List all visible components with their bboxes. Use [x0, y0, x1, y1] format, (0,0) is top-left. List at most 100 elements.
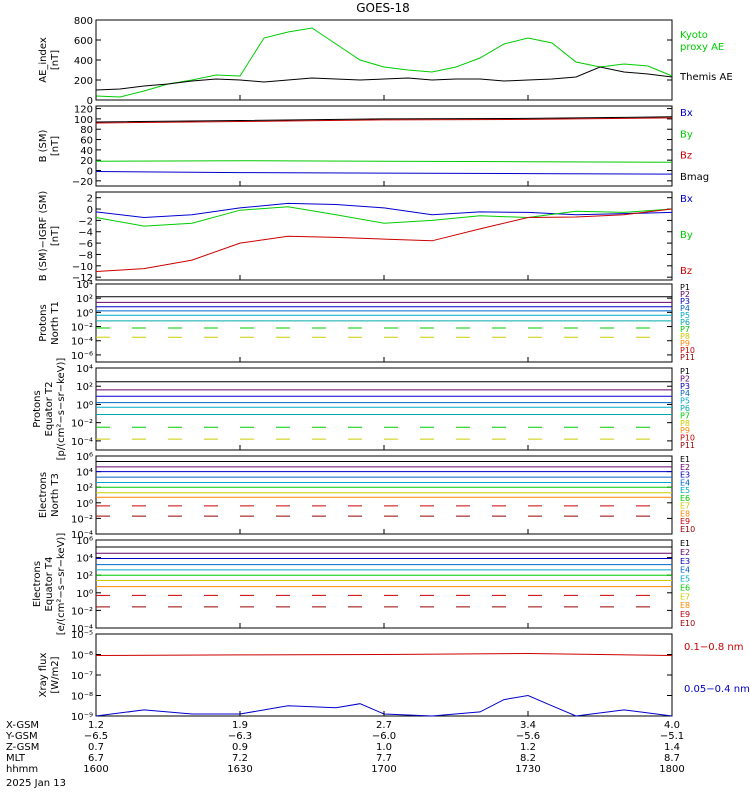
y-tick-label: −20 [72, 177, 93, 188]
x-row-value: 1.9 [232, 720, 248, 731]
x-row-value: 7.2 [232, 753, 248, 764]
y-tick-label: 10⁶ [76, 536, 93, 547]
y-axis-label: [nT] [50, 50, 61, 70]
legend-entry: E8 [680, 601, 690, 610]
y-tick-label: −8 [78, 250, 93, 261]
x-row-label: X-GSM [6, 720, 39, 731]
legend-entry: P2 [680, 374, 690, 383]
legend-entry: Bmag [680, 172, 709, 183]
x-row-label: Y-GSM [5, 731, 38, 742]
panel-frame [95, 19, 673, 101]
y-tick-label: 10⁰ [76, 589, 93, 600]
y-tick-label: −4 [78, 228, 93, 239]
y-tick-label: 10⁻⁴ [71, 337, 93, 348]
legend-entry: E2 [680, 548, 690, 557]
legend-entry: P3 [680, 297, 690, 306]
legend-entry: E5 [680, 486, 690, 495]
x-row-value: −5.6 [516, 731, 540, 742]
y-tick-label: 10⁶ [76, 452, 93, 463]
x-row-value: 3.4 [520, 720, 536, 731]
x-row-value: 1630 [227, 764, 252, 775]
legend-entry: 0.1−0.8 nm [684, 642, 743, 653]
legend-entry: E2 [680, 463, 690, 472]
x-row-value: 0.9 [232, 742, 248, 753]
legend-entry: P2 [680, 290, 690, 299]
y-axis-label: North T1 [50, 301, 61, 345]
y-tick-label: 20 [80, 156, 93, 167]
series-bsm-bmag [95, 116, 673, 123]
x-row-value: 1700 [371, 764, 396, 775]
y-axis-label: B (SM) [38, 129, 49, 162]
legend-entry: Bx [680, 194, 693, 205]
panel-frame [95, 283, 673, 363]
y-tick-label: 400 [74, 56, 93, 67]
legend-entry: P7 [680, 411, 690, 420]
y-axis-label: Electrons [32, 561, 43, 607]
panel-bigrf: −12−10−8−6−4−202 B (SM)−IGRF (SM) [nT] Bx By… [38, 191, 693, 285]
legend-entry: Themis AE [679, 72, 733, 83]
legend-entry: 0.05−0.4 nm [684, 684, 750, 695]
series-bsm-bx [95, 171, 673, 175]
panel-electrons_equator: 10⁶ 10⁴ 10² 10⁰ 10⁻² 10⁻⁴ Electrons Equator T4[… [32, 533, 695, 636]
y-tick-label: 2 [87, 194, 93, 205]
y-tick-label: 10⁻⁴ [71, 530, 93, 541]
legend-entry: E4 [680, 478, 690, 487]
y-axis-label: Protons [32, 390, 43, 427]
y-tick-label: 10² [76, 483, 93, 494]
y-tick-label: 10⁴ [76, 468, 93, 479]
x-row-value: 1.4 [664, 742, 680, 753]
series-bsm-by [95, 160, 673, 163]
legend-entry: Bz [680, 266, 692, 277]
y-tick-label: 10⁻⁵ [71, 630, 93, 641]
y-tick-label: 10⁻⁶ [71, 651, 93, 662]
x-row-label: MLT [6, 753, 26, 764]
legend-entry: P1 [680, 367, 690, 376]
legend-entry: P5 [680, 397, 690, 406]
y-tick-label: 60 [80, 136, 93, 147]
y-tick-label: 10⁻⁸ [71, 692, 93, 703]
y-tick-label: 800 [74, 16, 93, 27]
legend-entry: P5 [680, 311, 690, 320]
x-row-value: 4.0 [664, 720, 680, 731]
legend-entry: P8 [680, 332, 690, 341]
series-themis-ae [95, 66, 673, 91]
legend-entry: P4 [680, 304, 690, 313]
legend-entry: Kyoto [680, 30, 708, 41]
y-tick-label: 0 [87, 96, 93, 107]
y-tick-label: 10⁻⁴ [71, 437, 93, 448]
legend-entry: P9 [680, 339, 690, 348]
legend-entry: P8 [680, 419, 690, 428]
y-tick-label: 10⁰ [76, 308, 93, 319]
y-tick-label: 10² [76, 294, 93, 305]
legend-entry: E1 [680, 539, 690, 548]
y-axis-label: [e/(cm²−s−sr−keV)] [56, 533, 67, 636]
legend-entry: E10 [680, 525, 695, 534]
y-tick-label: 10⁻⁴ [71, 624, 93, 635]
x-row-label: Z-GSM [6, 742, 39, 753]
y-tick-label: 10⁴ [76, 280, 93, 291]
y-axis-label: North T3 [50, 473, 61, 517]
y-tick-label: 80 [80, 125, 93, 136]
x-row-value: −5.1 [660, 731, 684, 742]
legend-entry: P7 [680, 325, 690, 334]
y-tick-label: 120 [74, 105, 93, 116]
y-tick-label: 200 [74, 76, 93, 87]
panel-xray: 10⁻⁵ 10⁻⁶ 10⁻⁷ 10⁻⁸ 10⁻⁹ Xray flux [W/m2] 0.1−0… [38, 630, 750, 723]
y-axis-label: Equator T4 [44, 557, 55, 612]
series-bsm-bz [95, 117, 673, 124]
legend-entry: P11 [680, 353, 695, 362]
x-row-value: 1.0 [376, 742, 392, 753]
y-tick-label: −6 [78, 239, 93, 250]
legend-entry: P6 [680, 318, 690, 327]
panel-frame [95, 455, 673, 535]
x-row-value: 2.7 [376, 720, 392, 731]
legend-entry: E8 [680, 509, 690, 518]
y-tick-label: 10⁻² [71, 514, 93, 525]
y-tick-label: 10⁻⁹ [71, 712, 93, 723]
y-tick-label: 0 [87, 205, 93, 216]
